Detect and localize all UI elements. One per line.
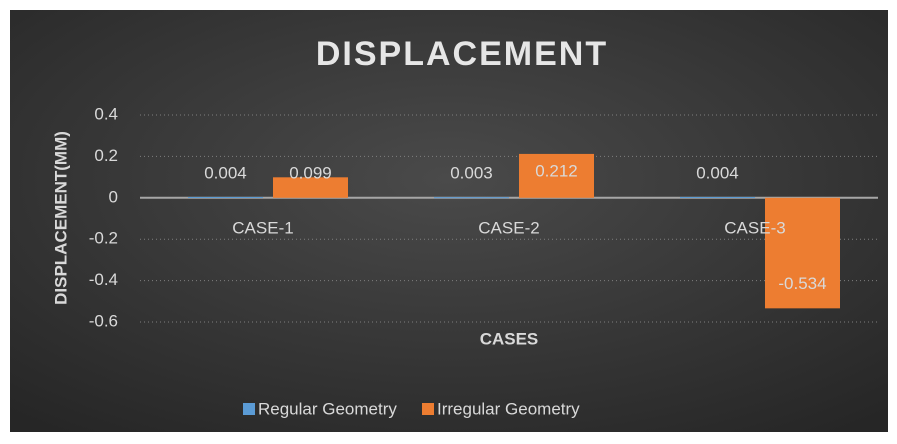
data-label: -0.534: [778, 274, 826, 293]
x-tick-label: CASE-2: [478, 218, 539, 237]
y-axis-title: DISPLACEMENT(MM): [51, 131, 70, 305]
legend-label: Regular Geometry: [258, 399, 397, 418]
y-tick-label: -0.4: [89, 270, 118, 289]
y-tick-label: -0.6: [89, 311, 118, 330]
data-label: 0.004: [204, 163, 247, 182]
bar: [273, 177, 348, 198]
chart-background: [10, 10, 888, 432]
data-label: 0.099: [289, 163, 332, 182]
x-axis-title: CASES: [480, 329, 539, 348]
y-tick-label: 0.4: [94, 104, 118, 123]
data-label: 0.212: [535, 161, 578, 180]
legend-label: Irregular Geometry: [437, 399, 580, 418]
legend-swatch: [243, 403, 255, 415]
bar: [519, 153, 594, 198]
data-label: 0.004: [696, 163, 739, 182]
bar: [434, 197, 509, 199]
bar: [188, 196, 263, 198]
legend-swatch: [422, 403, 434, 415]
bar: [680, 196, 755, 198]
data-label: 0.003: [450, 163, 493, 182]
y-tick-label: 0: [109, 187, 118, 206]
y-tick-label: -0.2: [89, 229, 118, 248]
bar: [765, 197, 840, 309]
legend: Regular Geometry Irregular Geometry: [243, 399, 580, 418]
x-tick-label: CASE-3: [724, 218, 785, 237]
x-tick-label: CASE-1: [232, 218, 293, 237]
y-tick-label: 0.2: [94, 146, 118, 165]
chart-title: DISPLACEMENT: [316, 35, 608, 73]
